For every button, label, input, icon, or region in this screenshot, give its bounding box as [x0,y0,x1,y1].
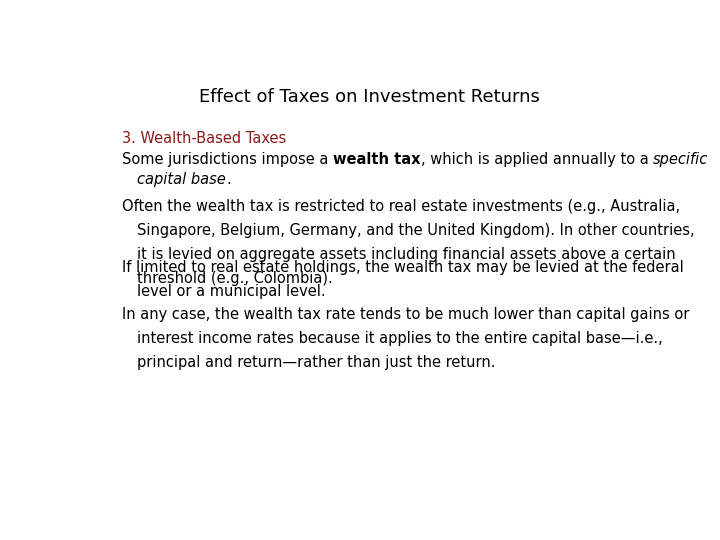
Text: threshold (e.g., Colombia).: threshold (e.g., Colombia). [138,271,333,286]
Text: specific: specific [653,152,708,167]
Text: Singapore, Belgium, Germany, and the United Kingdom). In other countries,: Singapore, Belgium, Germany, and the Uni… [138,223,695,238]
Text: it is levied on aggregate assets including financial assets above a certain: it is levied on aggregate assets includi… [138,247,676,262]
Text: 3. Wealth-Based Taxes: 3. Wealth-Based Taxes [122,131,287,146]
Text: , which is applied annually to a: , which is applied annually to a [421,152,653,167]
Text: If limited to real estate holdings, the wealth tax may be levied at the federal: If limited to real estate holdings, the … [122,260,684,275]
Text: In any case, the wealth tax rate tends to be much lower than capital gains or: In any case, the wealth tax rate tends t… [122,307,690,322]
Text: interest income rates because it applies to the entire capital base—i.e.,: interest income rates because it applies… [138,331,663,346]
Text: level or a municipal level.: level or a municipal level. [138,285,326,299]
Text: .: . [226,172,231,187]
Text: Often the wealth tax is restricted to real estate investments (e.g., Australia,: Often the wealth tax is restricted to re… [122,199,680,214]
Text: Some jurisdictions impose a: Some jurisdictions impose a [122,152,333,167]
Text: Effect of Taxes on Investment Returns: Effect of Taxes on Investment Returns [199,87,539,106]
Text: principal and return—rather than just the return.: principal and return—rather than just th… [138,355,496,370]
Text: capital base: capital base [138,172,226,187]
Text: wealth tax: wealth tax [333,152,421,167]
